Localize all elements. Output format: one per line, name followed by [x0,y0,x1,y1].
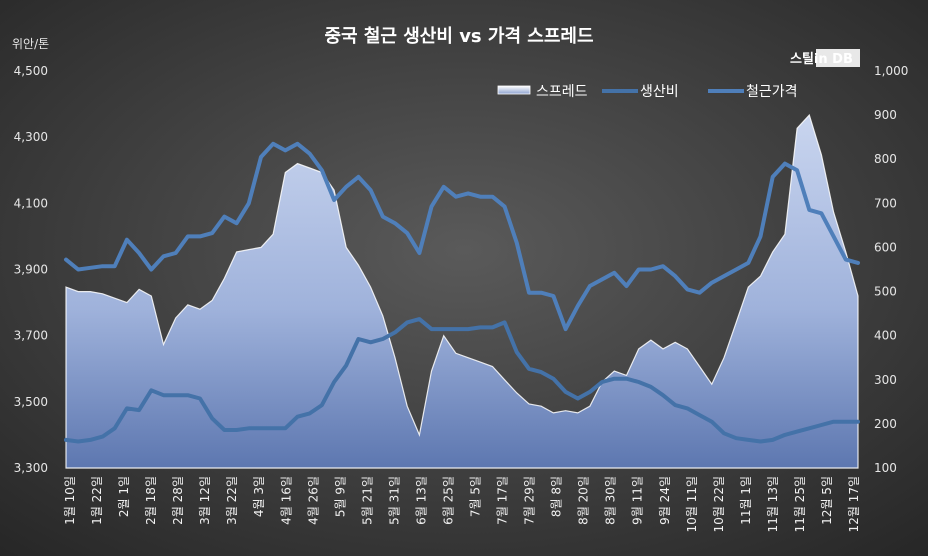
x-axis-tick-label: 2월 18일 [144,476,158,525]
x-axis-tick-label: 11월 1일 [739,476,753,525]
x-axis-tick-label: 6월 13일 [414,476,428,525]
legend-item-production-cost: 생산비 [602,84,679,100]
legend-item-spread: 스프레드 [497,84,588,100]
legend-label: 생산비 [640,84,679,100]
x-axis-tick-label: 9월 11일 [631,476,645,525]
watermark-text: 스틸in DB [790,52,853,67]
right-axis-tick-label: 700 [874,196,897,210]
spread-area-layer [65,113,859,469]
right-axis-tick-label: 600 [874,240,897,254]
legend-label: 철근가격 [746,84,798,100]
series-line-rebar-price [64,141,860,332]
left-axis-tick-label: 4,300 [14,130,48,144]
legend-item-rebar-price: 철근가격 [708,84,798,100]
x-axis-tick-label: 6월 25일 [441,476,455,525]
left-axis-unit: 위안/톤 [12,37,49,51]
x-axis-ticks: 1월 10일 1월 22일 2월 1일 2월 18일 2월 28일 3월 12일 3월 22… [63,476,861,532]
legend-label: 스프레드 [536,84,588,100]
right-axis-tick-label: 900 [874,108,897,122]
x-axis-tick-label: 7월 5일 [469,476,483,517]
right-axis-tick-label: 1,000 [874,64,908,78]
x-axis-tick-label: 1월 22일 [90,476,104,525]
x-axis-tick-label: 4월 3일 [252,476,266,517]
x-axis-tick-label: 3월 12일 [198,476,212,525]
left-axis-tick-label: 4,500 [14,64,48,78]
left-axis-ticks: 3,300 3,500 3,700 3,900 4,100 4,300 4,500 [14,64,48,475]
left-axis-tick-label: 4,100 [14,196,48,210]
series-line-production-cost [64,317,860,444]
left-axis-tick-label: 3,700 [14,329,48,343]
x-axis-tick-label: 1월 10일 [63,476,77,525]
x-axis-tick-label: 4월 16일 [279,476,293,525]
right-axis-tick-label: 200 [874,417,897,431]
legend: 스프레드 생산비 철근가격 [497,84,798,100]
x-axis-tick-label: 7월 29일 [523,476,537,525]
x-axis-tick-label: 7월 17일 [496,476,510,525]
line-layer [64,141,860,444]
x-axis-tick-label: 10월 22일 [712,476,726,532]
left-axis-tick-label: 3,900 [14,263,48,277]
x-axis-tick-label: 2월 1일 [117,476,131,517]
x-axis-tick-label: 10월 11일 [685,476,699,532]
left-axis-tick-label: 3,500 [14,395,48,409]
series-area-spread [65,113,859,469]
x-axis-tick-label: 11월 25일 [793,476,807,532]
right-axis-tick-label: 800 [874,152,897,166]
x-axis-tick-label: 8월 20일 [577,476,591,525]
x-axis-tick-label: 8월 8일 [550,476,564,517]
legend-swatch-area [497,85,531,95]
left-axis-tick-label: 3,300 [14,461,48,475]
x-axis-tick-label: 5월 9일 [333,476,347,517]
x-axis-tick-label: 11월 13일 [766,476,780,532]
x-axis-tick-label: 12월 17일 [847,476,861,532]
right-axis-tick-label: 300 [874,373,897,387]
x-axis-tick-label: 8월 30일 [604,476,618,525]
watermark-logo: 스틸in DB [790,49,860,67]
x-axis-tick-label: 5월 31일 [387,476,401,525]
x-axis-tick-label: 2월 28일 [171,476,185,525]
right-axis-tick-label: 400 [874,329,897,343]
x-axis-tick-label: 5월 21일 [360,476,374,525]
right-axis-tick-label: 500 [874,285,897,299]
x-axis-tick-label: 12월 5일 [820,476,834,525]
x-axis-tick-label: 3월 22일 [225,476,239,525]
x-axis-tick-label: 9월 24일 [658,476,672,525]
right-axis-tick-label: 100 [874,461,897,475]
chart-title: 중국 철근 생산비 vs 가격 스프레드 [324,26,593,47]
x-axis-tick-label: 4월 26일 [306,476,320,525]
right-axis-ticks: 100 200 300 400 500 600 700 800 900 1,000 [874,64,908,475]
